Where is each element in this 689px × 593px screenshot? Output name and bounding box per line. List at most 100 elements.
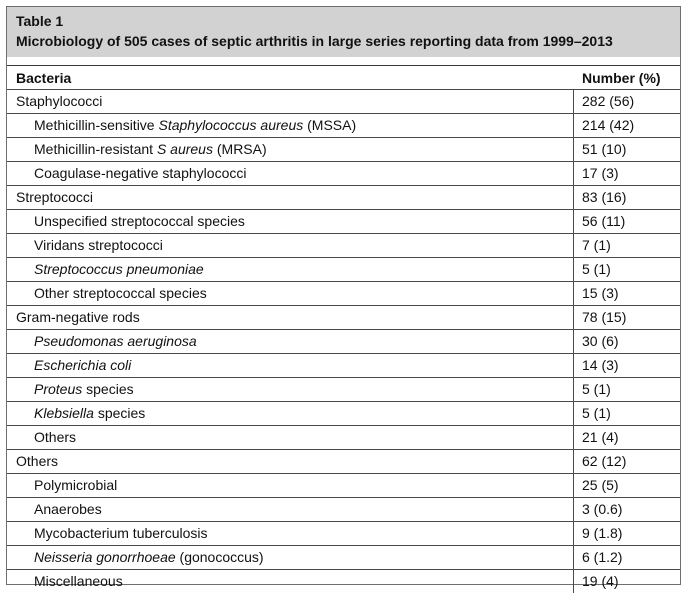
number-value: 214 (42) [582, 117, 635, 133]
bacteria-label: Anaerobes [34, 498, 102, 520]
number-value: 83 (16) [582, 189, 627, 205]
table-container: Table 1 Microbiology of 505 cases of sep… [6, 6, 681, 593]
number-value: 5 (1) [582, 405, 611, 421]
table-row-subitem: Proteus species 5 (1) [7, 377, 680, 401]
text: Others [34, 429, 77, 445]
text: Viridans streptococci [34, 237, 163, 253]
bacteria-label: Viridans streptococci [34, 234, 163, 256]
text: species [93, 405, 146, 421]
number-value: 17 (3) [582, 165, 619, 181]
table-row-subitem: Klebsiella species 5 (1) [7, 401, 680, 425]
bacteria-label: Mycobacterium tuberculosis [34, 522, 208, 544]
column-divider [573, 570, 574, 593]
table-row-subitem: Neisseria gonorrhoeae (gonococcus) 6 (1.2… [7, 545, 680, 569]
text: Streptococci [16, 189, 94, 205]
table-row-subitem: Miscellaneous 19 (4) [7, 569, 680, 593]
text: Polymicrobial [34, 477, 118, 493]
table-title: Microbiology of 505 cases of septic arth… [16, 33, 613, 49]
number-value: 7 (1) [582, 237, 611, 253]
number-value: 5 (1) [582, 381, 611, 397]
number-value: 56 (11) [582, 213, 626, 229]
column-divider [573, 450, 574, 473]
text: Coagulase-negative staphylococci [34, 165, 247, 181]
table-row-group: Others 62 (12) [7, 449, 680, 473]
column-divider [573, 498, 574, 521]
table-row-subitem: Others 21 (4) [7, 425, 680, 449]
column-divider [573, 210, 574, 233]
number-value: 3 (0.6) [582, 501, 623, 517]
column-divider [573, 402, 574, 425]
bacteria-label: Other streptococcal species [34, 282, 207, 304]
text: Others [16, 453, 59, 469]
text: Mycobacterium tuberculosis [34, 525, 208, 541]
text: Anaerobes [34, 501, 102, 517]
bacteria-label: Methicillin-resistant S aureus (MRSA) [34, 138, 267, 160]
text: Gram-negative rods [16, 309, 140, 325]
number-value: 282 (56) [582, 93, 635, 109]
column-divider [573, 306, 574, 329]
text: Methicillin-resistant [34, 141, 157, 157]
bacteria-label: Miscellaneous [34, 570, 123, 592]
table-row-subitem: Methicillin-sensitive Staphylococcus aur… [7, 113, 680, 137]
table-row-subitem: Polymicrobial 25 (5) [7, 473, 680, 497]
italic-text: Staphylococcus aureus [158, 117, 304, 133]
table-row-subitem: Other streptococcal species 15 (3) [7, 281, 680, 305]
table-row-group: Staphylococci 282 (56) [7, 89, 680, 113]
table-body: Staphylococci 282 (56) Methicillin-sensiti… [7, 89, 680, 593]
text: Miscellaneous [34, 573, 123, 589]
bacteria-label: Streptococci [16, 186, 93, 208]
bacteria-label: Methicillin-sensitive Staphylococcus aur… [34, 114, 356, 136]
table-row-subitem: Mycobacterium tuberculosis 9 (1.8) [7, 521, 680, 545]
table-caption: Table 1 Microbiology of 505 cases of sep… [7, 7, 680, 57]
table-row-subitem: Streptococcus pneumoniae 5 (1) [7, 257, 680, 281]
italic-text: S aureus [156, 141, 213, 157]
column-divider [573, 546, 574, 569]
column-header-bacteria: Bacteria [16, 70, 72, 86]
table-header-row: Bacteria Number (%) [7, 65, 680, 89]
column-divider [573, 426, 574, 449]
bacteria-label: Others [16, 450, 58, 472]
number-value: 19 (4) [582, 573, 619, 589]
text: Other streptococcal species [34, 285, 207, 301]
table-row-subitem: Unspecified streptococcal species 56 (11) [7, 209, 680, 233]
number-value: 15 (3) [582, 285, 619, 301]
text: species [82, 381, 134, 397]
column-divider [573, 282, 574, 305]
text: Staphylococci [16, 93, 103, 109]
column-divider [573, 234, 574, 257]
column-divider [573, 522, 574, 545]
table-row-subitem: Anaerobes 3 (0.6) [7, 497, 680, 521]
bacteria-label: Staphylococci [16, 90, 102, 112]
table-row-group: Streptococci 83 (16) [7, 185, 680, 209]
column-divider [573, 90, 574, 113]
number-value: 14 (3) [582, 357, 619, 373]
number-value: 78 (15) [582, 309, 627, 325]
column-divider [573, 258, 574, 281]
column-divider [573, 378, 574, 401]
italic-text: Streptococcus pneumoniae [34, 261, 204, 277]
table-row-subitem: Pseudomonas aeruginosa 30 (6) [7, 329, 680, 353]
italic-text: Proteus [34, 381, 83, 397]
text: (gonococcus) [175, 549, 264, 565]
table-number: Table 1 [16, 13, 64, 29]
italic-text: Pseudomonas aeruginosa [34, 333, 197, 349]
column-divider [573, 474, 574, 497]
table-row-subitem: Viridans streptococci 7 (1) [7, 233, 680, 257]
bacteria-label: Coagulase-negative staphylococci [34, 162, 246, 184]
number-value: 30 (6) [582, 333, 619, 349]
text: Methicillin-sensitive [34, 117, 159, 133]
column-divider [573, 186, 574, 209]
bacteria-label: Others [34, 426, 76, 448]
text: (MSSA) [303, 117, 357, 133]
bacteria-label: Klebsiella species [34, 402, 145, 424]
column-divider [573, 114, 574, 137]
text: Unspecified streptococcal species [34, 213, 245, 229]
column-header-number: Number (%) [582, 70, 661, 86]
bacteria-label: Unspecified streptococcal species [34, 210, 245, 232]
bacteria-label: Neisseria gonorrhoeae (gonococcus) [34, 546, 264, 568]
column-divider [573, 162, 574, 185]
bacteria-label: Pseudomonas aeruginosa [34, 330, 197, 352]
italic-text: Neisseria gonorrhoeae [34, 549, 176, 565]
number-value: 51 (10) [582, 141, 627, 157]
column-divider [573, 354, 574, 377]
